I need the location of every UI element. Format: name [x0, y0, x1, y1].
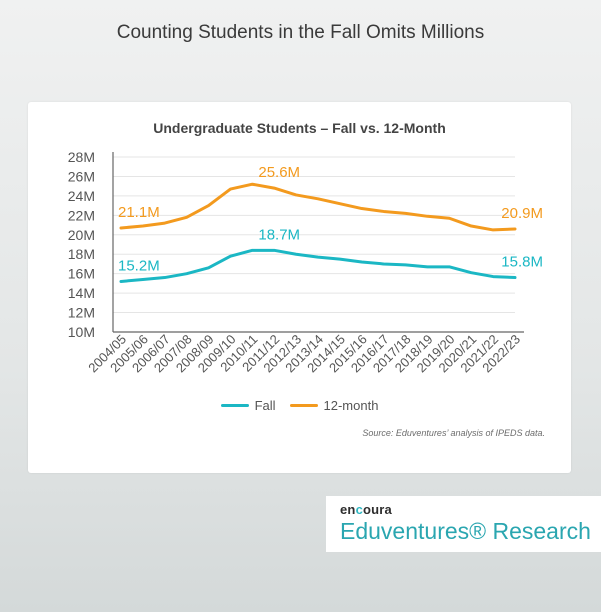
- legend-item-fall: Fall: [220, 398, 276, 413]
- data-labels: 15.2M 18.7M 15.8M 21.1M 25.6M 20.9M: [118, 164, 543, 274]
- logo-suffix: oura: [363, 502, 392, 517]
- y-tick-label: 28M: [68, 149, 95, 165]
- series-line-12-month: [119, 182, 517, 232]
- brand-name: Eduventures® Research: [340, 518, 591, 544]
- logo-prefix: en: [340, 502, 356, 517]
- y-tick-label: 20M: [68, 227, 95, 243]
- y-tick-label: 18M: [68, 246, 95, 262]
- page-title: Counting Students in the Fall Omits Mill…: [116, 22, 485, 43]
- y-tick-label: 26M: [68, 168, 95, 184]
- legend-swatch-12-month: [289, 404, 318, 407]
- y-tick-label: 10M: [68, 324, 95, 340]
- y-tick-label: 24M: [68, 188, 95, 204]
- legend-label-fall: Fall: [254, 398, 276, 413]
- data-label: 20.9M: [501, 205, 543, 222]
- logo-accent: c: [355, 502, 364, 517]
- legend-item-12-month: 12-month: [289, 398, 379, 413]
- legend-swatch-fall: [220, 404, 249, 407]
- chart-title: Undergraduate Students – Fall vs. 12-Mon…: [153, 120, 446, 136]
- y-tick-label: 12M: [68, 305, 95, 321]
- y-tick-label: 16M: [68, 266, 95, 282]
- source-note: Source: Eduventures’ analysis of IPEDS d…: [362, 428, 545, 438]
- data-label: 15.8M: [501, 254, 543, 271]
- legend: Fall 12-month: [28, 398, 571, 413]
- series-line-fall: [119, 248, 517, 283]
- chart-card: 15.2M 18.7M 15.8M 21.1M 25.6M 20.9M 10M 12M 14M…: [28, 102, 571, 473]
- line-chart: 15.2M 18.7M 15.8M 21.1M 25.6M 20.9M 10M 12M 14M…: [68, 149, 543, 375]
- data-label: 21.1M: [118, 204, 160, 221]
- brand-block: encoura Eduventures® Research: [326, 496, 601, 552]
- data-label: 25.6M: [258, 164, 300, 181]
- y-tick-label: 14M: [68, 285, 95, 301]
- data-label: 15.2M: [118, 257, 160, 274]
- series-lines: [119, 182, 517, 283]
- grid-lines: [113, 156, 515, 314]
- data-label: 18.7M: [258, 226, 300, 243]
- y-tick-label: 22M: [68, 207, 95, 223]
- axes: [112, 152, 524, 333]
- encoura-logo: encoura: [340, 502, 392, 517]
- legend-label-12-month: 12-month: [323, 398, 379, 413]
